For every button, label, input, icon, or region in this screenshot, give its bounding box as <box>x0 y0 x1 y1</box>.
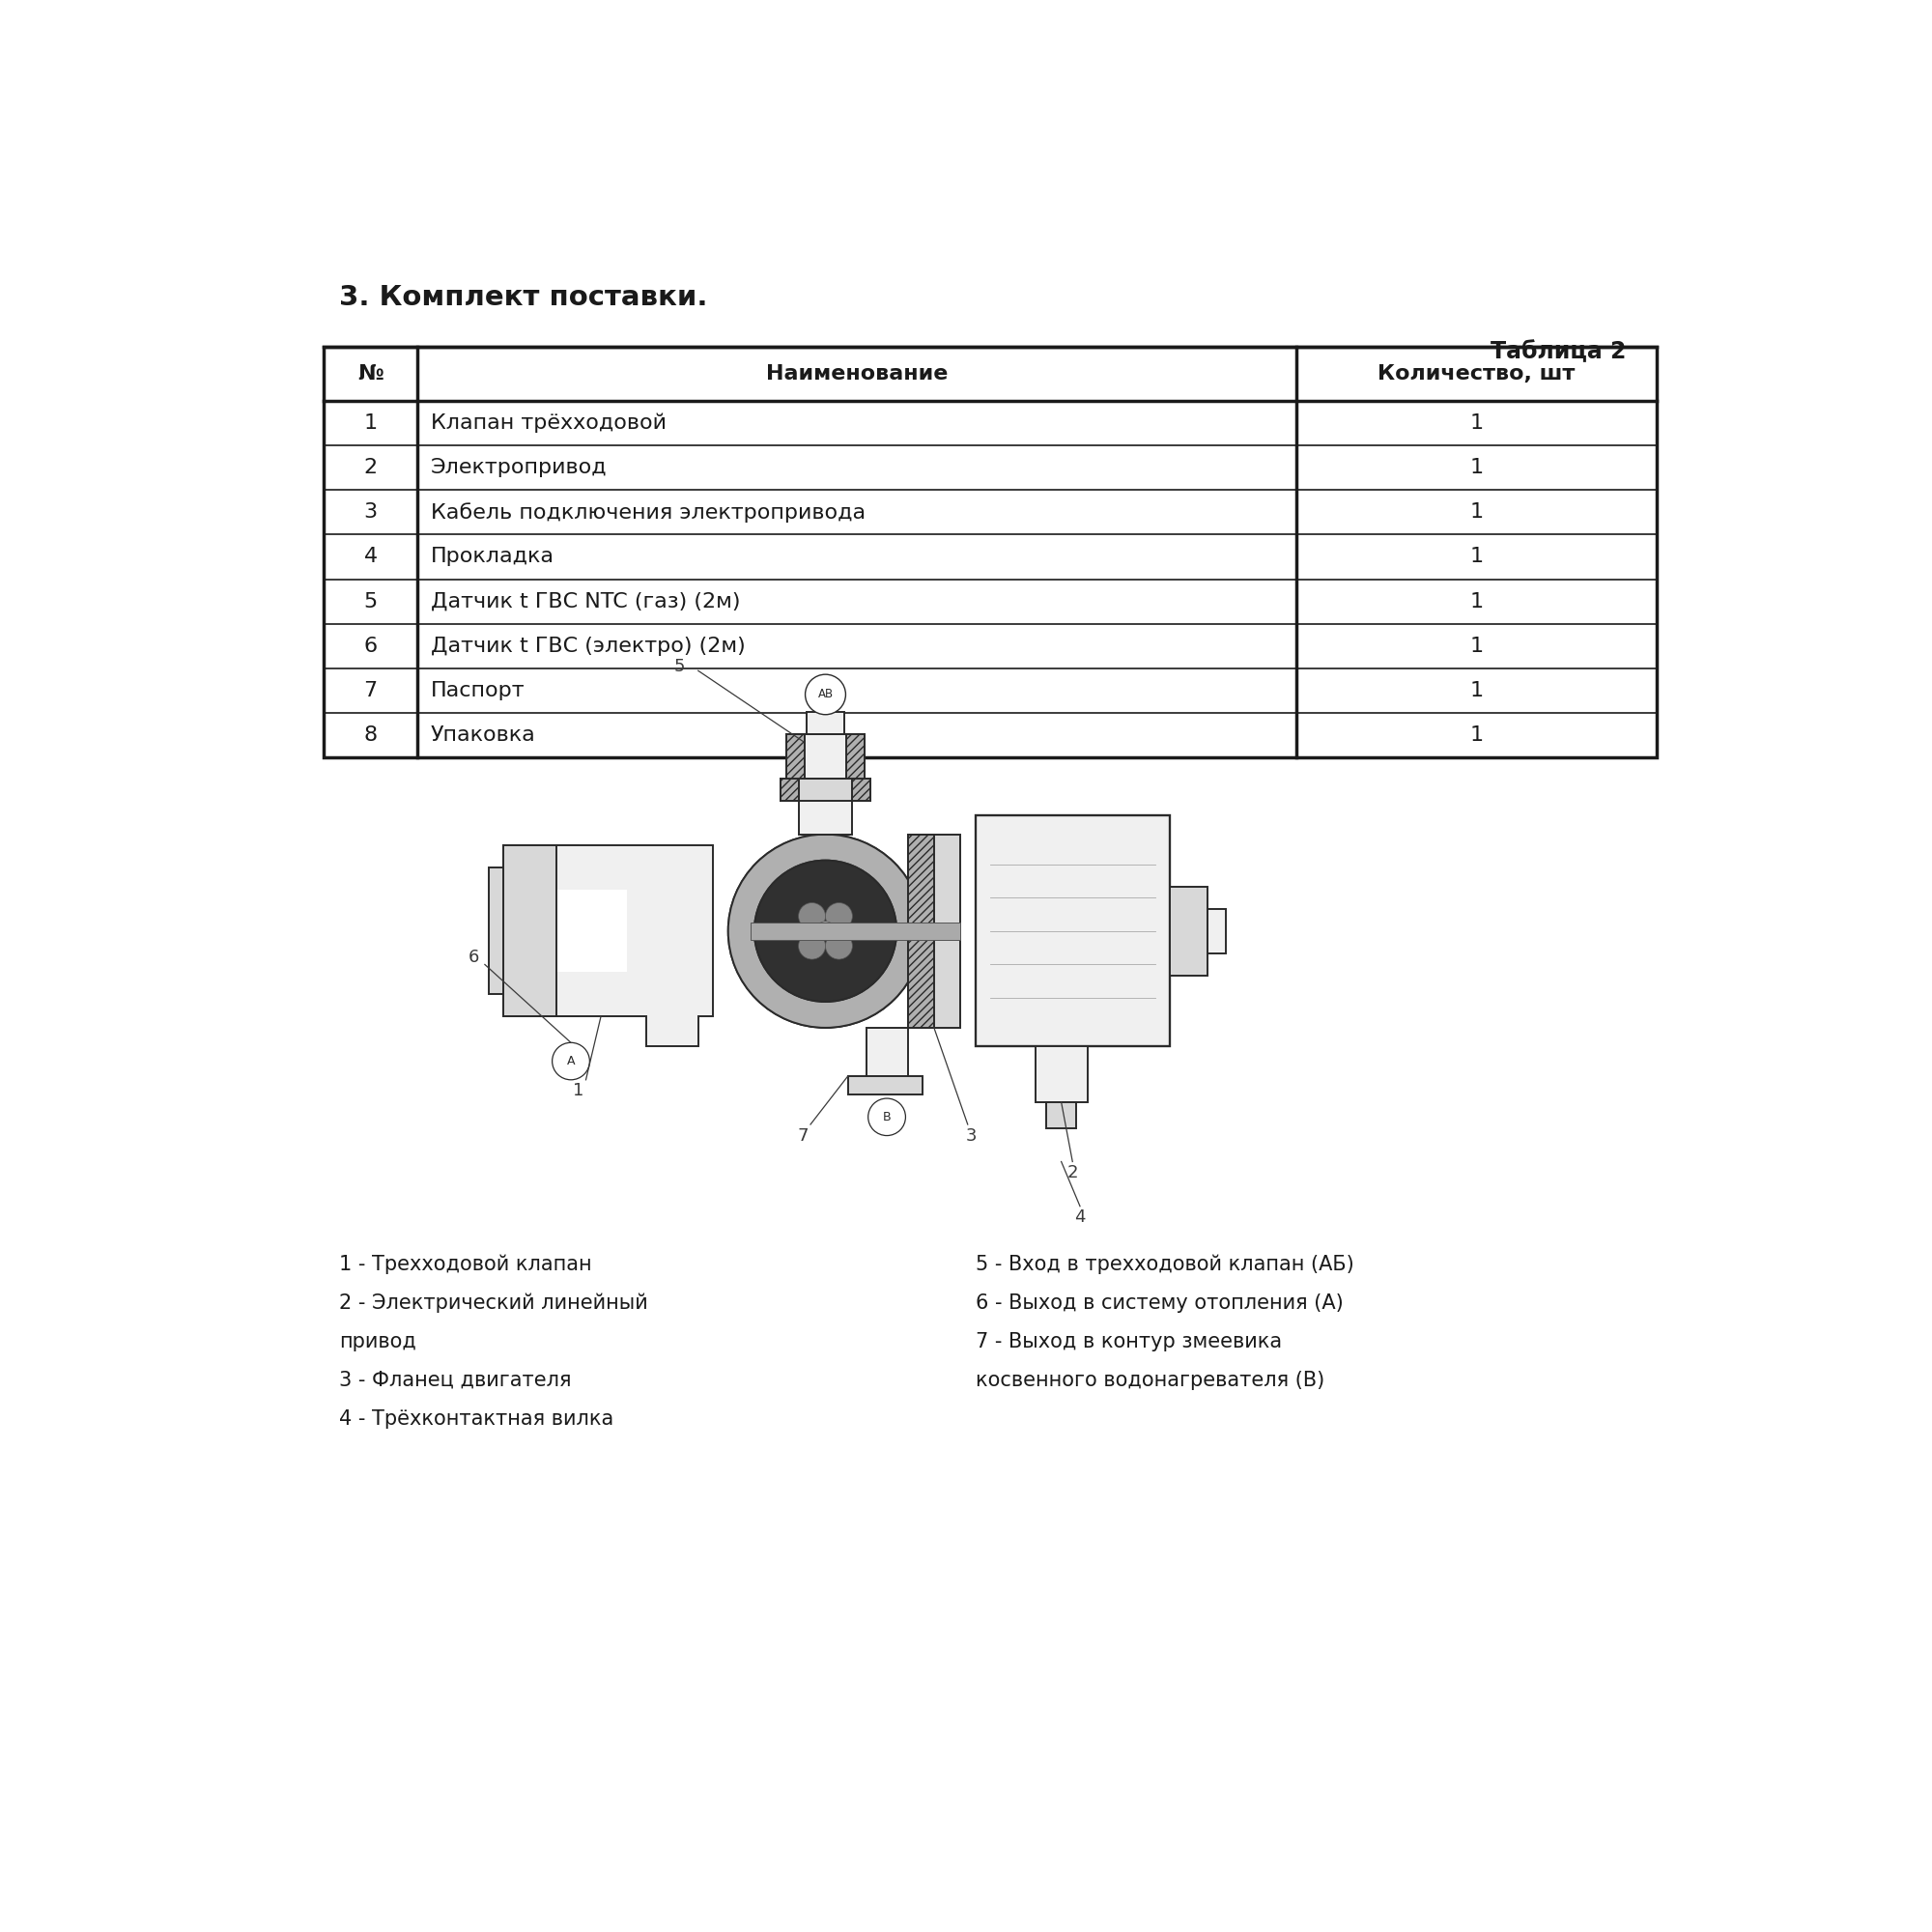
Ellipse shape <box>728 835 923 1028</box>
Text: 1: 1 <box>1470 726 1484 746</box>
Circle shape <box>753 860 896 1001</box>
Polygon shape <box>848 1076 923 1095</box>
Polygon shape <box>908 835 960 1028</box>
Polygon shape <box>1036 1047 1088 1101</box>
Text: 4: 4 <box>363 547 377 566</box>
Bar <box>325 348 1656 757</box>
Text: 8: 8 <box>363 726 377 746</box>
Text: Паспорт: Паспорт <box>431 682 526 701</box>
Text: 6: 6 <box>363 636 377 655</box>
Polygon shape <box>1047 1101 1076 1128</box>
Circle shape <box>798 902 825 929</box>
Text: 7: 7 <box>363 682 377 701</box>
Polygon shape <box>1171 887 1208 976</box>
Circle shape <box>825 933 852 960</box>
Circle shape <box>553 1043 589 1080</box>
Text: 1: 1 <box>1470 413 1484 433</box>
Text: Электропривод: Электропривод <box>431 458 607 477</box>
Polygon shape <box>489 867 504 995</box>
Polygon shape <box>522 891 628 972</box>
Text: 1: 1 <box>1470 682 1484 701</box>
Text: 1: 1 <box>574 1082 583 1099</box>
Polygon shape <box>781 779 800 802</box>
Text: 1: 1 <box>1470 636 1484 655</box>
Text: 3. Комплект поставки.: 3. Комплект поставки. <box>338 284 707 311</box>
Text: Количество, шт: Количество, шт <box>1378 365 1575 384</box>
Text: 3: 3 <box>966 1126 978 1144</box>
Text: Упаковка: Упаковка <box>431 726 535 746</box>
Text: Прокладка: Прокладка <box>431 547 554 566</box>
Text: 2 - Электрический линейный: 2 - Электрический линейный <box>338 1293 647 1314</box>
Polygon shape <box>781 779 869 802</box>
Text: Клапан трёхходовой: Клапан трёхходовой <box>431 413 667 433</box>
Text: 4: 4 <box>1074 1209 1086 1227</box>
Text: 4 - Трёхконтактная вилка: 4 - Трёхконтактная вилка <box>338 1408 614 1428</box>
Text: привод: привод <box>338 1331 415 1350</box>
Polygon shape <box>1208 908 1227 952</box>
Polygon shape <box>504 846 578 1016</box>
Text: 2: 2 <box>1066 1165 1078 1182</box>
Text: 1: 1 <box>363 413 377 433</box>
Text: Наименование: Наименование <box>765 365 949 384</box>
Circle shape <box>815 922 835 941</box>
Text: Таблица 2: Таблица 2 <box>1492 340 1627 363</box>
Text: 1 - Трехходовой клапан: 1 - Трехходовой клапан <box>338 1254 591 1275</box>
Text: 3 - Фланец двигателя: 3 - Фланец двигателя <box>338 1370 572 1389</box>
Text: 6 - Выход в систему отопления (А): 6 - Выход в систему отопления (А) <box>976 1293 1343 1312</box>
Text: №: № <box>357 365 383 384</box>
Text: A: A <box>566 1055 576 1068</box>
Text: 1: 1 <box>1470 458 1484 477</box>
Polygon shape <box>867 1028 908 1080</box>
Polygon shape <box>808 711 844 734</box>
Polygon shape <box>786 734 864 779</box>
Circle shape <box>825 902 852 929</box>
Polygon shape <box>786 734 804 779</box>
Text: 5: 5 <box>674 659 686 676</box>
Text: косвенного водонагревателя (В): косвенного водонагревателя (В) <box>976 1370 1323 1389</box>
Text: Кабель подключения электропривода: Кабель подключения электропривода <box>431 502 866 522</box>
Circle shape <box>798 933 825 960</box>
Polygon shape <box>504 846 556 1016</box>
Text: 3: 3 <box>363 502 377 522</box>
Text: 1: 1 <box>1470 502 1484 522</box>
Text: 5: 5 <box>363 591 377 611</box>
Text: Датчик t ГВС (электро) (2м): Датчик t ГВС (электро) (2м) <box>431 636 746 655</box>
Polygon shape <box>504 846 713 1047</box>
Bar <box>750 922 960 941</box>
Text: Датчик t ГВС NTC (газ) (2м): Датчик t ГВС NTC (газ) (2м) <box>431 591 740 611</box>
Text: 7: 7 <box>798 1126 808 1144</box>
Polygon shape <box>976 815 1171 1047</box>
Polygon shape <box>846 734 864 779</box>
Text: B: B <box>883 1111 891 1122</box>
Text: 1: 1 <box>1470 591 1484 611</box>
Polygon shape <box>852 779 869 802</box>
Text: 6: 6 <box>468 949 479 966</box>
Circle shape <box>806 674 846 715</box>
Text: 5 - Вход в трехходовой клапан (АБ): 5 - Вход в трехходовой клапан (АБ) <box>976 1254 1354 1275</box>
Polygon shape <box>908 835 933 1028</box>
Circle shape <box>867 1099 906 1136</box>
Text: 7 - Выход в контур змеевика: 7 - Выход в контур змеевика <box>976 1331 1281 1350</box>
Polygon shape <box>800 798 852 835</box>
Text: 1: 1 <box>1470 547 1484 566</box>
Text: 2: 2 <box>363 458 377 477</box>
Text: AB: AB <box>817 688 833 701</box>
